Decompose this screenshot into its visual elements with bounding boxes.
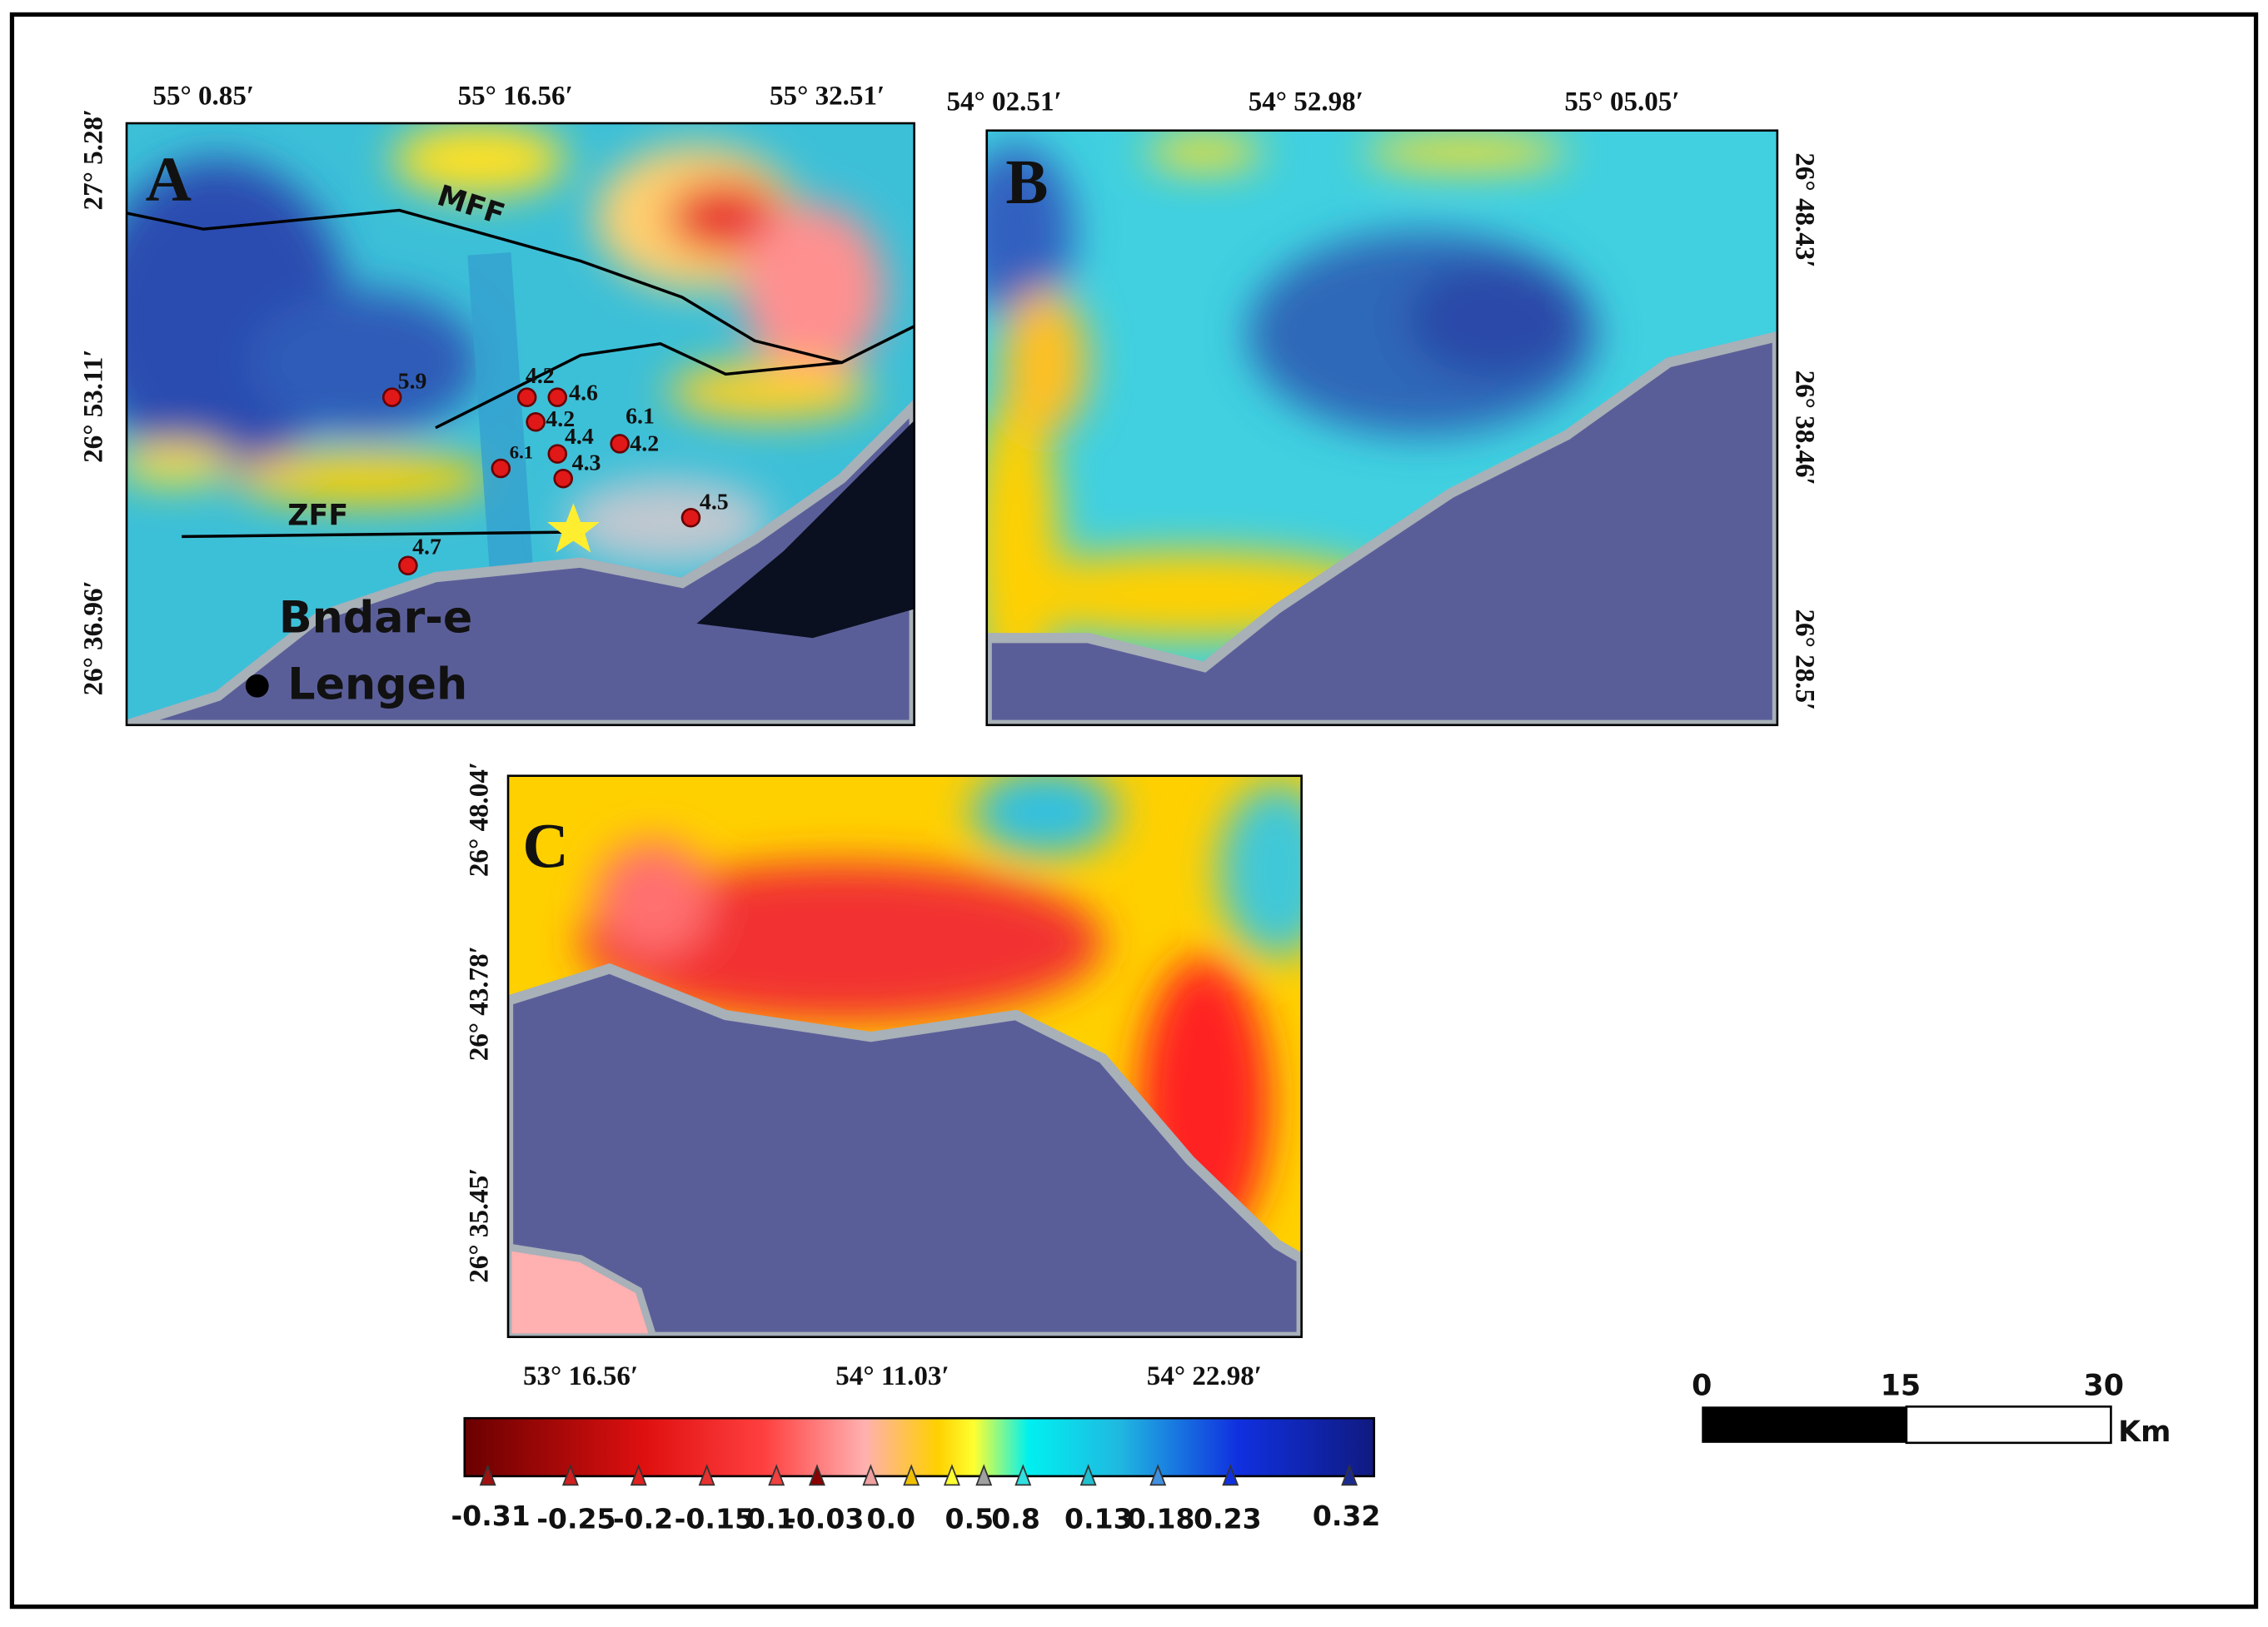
fault-label: ZFF <box>287 499 348 532</box>
tick-label: 26° 28.5′ <box>1790 610 1820 711</box>
magnitude-label: 4.7 <box>412 534 441 560</box>
colorbar-label: 0.1 <box>746 1503 795 1535</box>
map-b <box>986 130 1777 725</box>
magnitude-label: 4.2 <box>526 363 555 389</box>
magnitude-label: 4.4 <box>565 424 594 450</box>
frame <box>9 12 2259 1610</box>
tick-label: 54° 52.98′ <box>1249 87 1363 117</box>
colorbar-label: 0.13 <box>1064 1503 1133 1535</box>
map-a-border <box>125 122 915 727</box>
tick-label: 53° 16.56′ <box>523 1361 638 1391</box>
colorbar-label: -0.03 <box>785 1503 864 1535</box>
city-label: Lengeh <box>287 659 467 709</box>
magnitude-label: 4.6 <box>569 381 598 406</box>
tick-label: 54° 22.98′ <box>1147 1361 1262 1391</box>
tick-label: 26° 38.46′ <box>1790 371 1820 485</box>
earthquake-markers <box>381 387 701 575</box>
panel-label: B <box>1005 147 1048 217</box>
tick-label: 55° 32.51′ <box>770 81 885 111</box>
map-a <box>127 123 915 725</box>
colorbar-label: 0.32 <box>1313 1500 1381 1532</box>
magnitude-label: 4.3 <box>572 450 601 475</box>
tick-label: 54° 02.51′ <box>946 87 1061 117</box>
magnitude-label: 4.2 <box>546 406 575 432</box>
tick-label: 55° 0.85′ <box>152 81 254 111</box>
colorbar-label: -0.2 <box>613 1503 673 1535</box>
scale-label: 0 <box>1692 1369 1712 1402</box>
colorbar-label: 0.8 <box>991 1503 1040 1535</box>
tick-label: 27° 5.28′ <box>78 109 108 211</box>
scale-label: 15 <box>1881 1369 1921 1402</box>
magnitude-label: 6.1 <box>626 404 655 430</box>
colorbar-label: 0.18 <box>1127 1503 1195 1535</box>
tick-label: 54° 11.03′ <box>835 1361 949 1391</box>
map-c-border <box>506 774 1303 1338</box>
colorbar-label: 0.0 <box>866 1503 915 1535</box>
magnitude-label: 4.2 <box>630 431 659 457</box>
city-marker <box>245 674 269 698</box>
scale-label: 30 <box>2083 1369 2123 1402</box>
colorbar <box>463 1416 1376 1478</box>
magnitude-label: 4.5 <box>700 489 729 515</box>
magnitude-label: 5.9 <box>398 369 427 395</box>
city-label: Bndar-e <box>279 593 473 643</box>
colorbar-label: 0.23 <box>1194 1503 1262 1535</box>
colorbar-label: -0.31 <box>451 1500 530 1532</box>
panel-label: A <box>146 143 192 214</box>
tick-label: 26° 53.11′ <box>78 349 108 462</box>
tick-label: 26° 48.04′ <box>465 762 495 877</box>
tick-label: 55° 16.56′ <box>458 81 573 111</box>
tick-label: 26° 48.43′ <box>1790 152 1820 267</box>
tick-label: 26° 43.78′ <box>465 946 495 1061</box>
scale-bar <box>1702 1406 1907 1443</box>
colorbar-label: -0.15 <box>675 1503 754 1535</box>
tick-label: 26° 35.45′ <box>465 1167 495 1282</box>
map-b-border <box>985 129 1779 727</box>
magnitude-label: 6.1 <box>510 441 533 462</box>
scale-unit: Km <box>2118 1416 2171 1449</box>
panel-label: C <box>522 810 568 881</box>
map-c <box>508 775 1302 1337</box>
colorbar-label: 0.5 <box>945 1503 994 1535</box>
tick-label: 55° 05.05′ <box>1564 87 1679 117</box>
tick-label: 26° 36.96′ <box>78 580 108 695</box>
colorbar-markers <box>479 1464 1358 1486</box>
epicenter-star <box>547 503 600 553</box>
colorbar-label: -0.25 <box>536 1503 616 1535</box>
scale-bar <box>1905 1405 2112 1445</box>
